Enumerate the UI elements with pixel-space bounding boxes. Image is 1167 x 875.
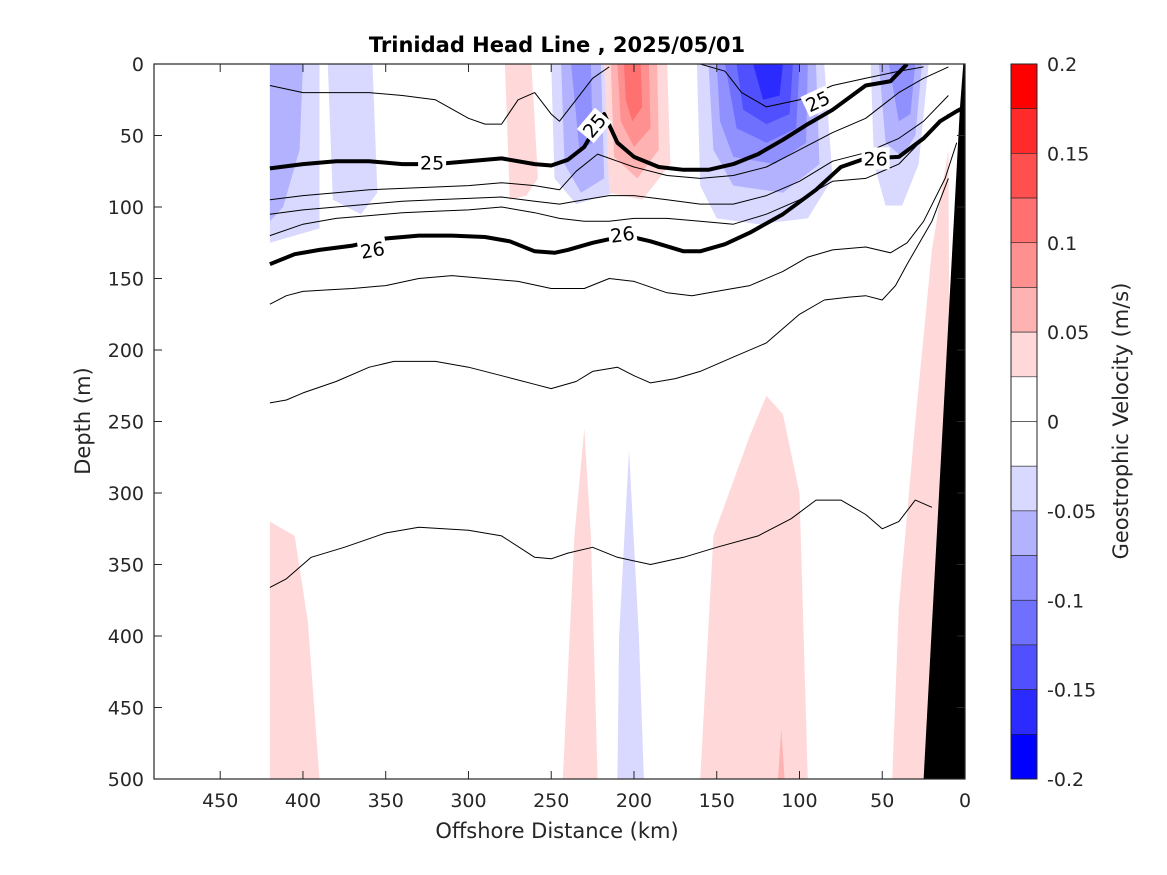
y-tick-label: 300: [108, 483, 144, 505]
colorbar: 0.2 0.15 0.1 0.05 0 -0.05 -0.1 -0.15 -0.2: [1010, 54, 1096, 791]
colorbar-tick-label: 0.1: [1047, 233, 1077, 255]
density-contour-3: [269, 66, 949, 201]
density-contour-5: [269, 113, 949, 237]
bold-density-contour-2: [269, 64, 909, 172]
colorbar-frame: [1010, 63, 1038, 780]
colorbar-swatch-9: [1010, 465, 1038, 512]
colorbar-swatch-14: [1010, 689, 1038, 735]
density-contour-1: [700, 64, 924, 108]
x-tick-label: 100: [781, 790, 817, 812]
velocity-region-10: [624, 64, 643, 122]
colorbar-swatch-8: [1010, 421, 1038, 467]
colorbar-label: Geostrophic Velocity (m/s): [1109, 283, 1133, 560]
contour-label-bg: [800, 85, 836, 118]
x-tick-label: 300: [450, 790, 486, 812]
colorbar-tick-label: -0.15: [1047, 680, 1096, 702]
velocity-region-21: [562, 428, 598, 779]
y-tick-label: 100: [108, 197, 144, 219]
velocity-region-24: [778, 729, 785, 779]
colorbar-swatch-4: [1010, 242, 1038, 288]
x-axis: 450 400 350 300 250 200 150 100 50 0: [202, 64, 971, 812]
y-tick-label: 0: [132, 54, 144, 76]
velocity-region-2: [327, 64, 378, 215]
x-tick-label: 250: [533, 790, 569, 812]
contour-label-text: 26: [609, 223, 636, 248]
contour-label-bg: [418, 151, 447, 174]
colorbar-tick-label: 0: [1047, 412, 1059, 434]
velocity-region-1: [269, 64, 303, 222]
colorbar-swatch-3: [1010, 197, 1038, 244]
x-tick-label: 50: [870, 790, 894, 812]
y-tick-label: 200: [108, 340, 144, 362]
contour-label-bg: [607, 221, 638, 248]
velocity-region-23: [700, 395, 808, 779]
colorbar-swatch-7: [1010, 376, 1038, 422]
colorbar-swatch-5: [1010, 287, 1038, 333]
y-tick-label: 250: [108, 412, 144, 434]
y-tick-label: 350: [108, 555, 144, 577]
velocity-region-16: [753, 64, 783, 100]
y-axis-label: Depth (m): [71, 367, 95, 474]
y-tick-label: 450: [108, 698, 144, 720]
density-contour-8: [269, 178, 949, 404]
colorbar-tick-label: -0.1: [1047, 590, 1084, 612]
y-tick-label: 150: [108, 269, 144, 291]
x-tick-label: 0: [959, 790, 971, 812]
contour-label-text: 26: [864, 148, 888, 170]
y-tick-label: 500: [108, 769, 144, 791]
chart-title: Trinidad Head Line , 2025/05/01: [369, 33, 745, 57]
contour-label-4: 26: [607, 221, 638, 248]
density-contour-0: [269, 66, 610, 125]
contour-label-text: 25: [420, 153, 444, 175]
contour-label-bg: [356, 236, 389, 264]
x-tick-label: 200: [616, 790, 652, 812]
velocity-region-22: [617, 450, 644, 779]
velocity-region-20: [269, 521, 320, 779]
density-contour-7: [269, 142, 958, 305]
y-tick-label: 400: [108, 626, 144, 648]
bathymetry-layer: [923, 64, 965, 779]
contour-label-5: 26: [861, 147, 890, 170]
bathymetry: [923, 64, 965, 779]
y-axis: 0 50 100 150 200 250 300 350 400 450 500: [108, 54, 965, 791]
colorbar-swatch-0: [1010, 63, 1038, 109]
colorbar-swatch-1: [1010, 108, 1038, 154]
contour-label-bg: [861, 147, 890, 170]
y-tick-label: 50: [120, 126, 144, 148]
x-tick-label: 450: [202, 790, 238, 812]
x-tick-label: 400: [285, 790, 321, 812]
colorbar-tick-label: 0.05: [1047, 322, 1089, 344]
density-contour-4: [269, 95, 949, 215]
x-tick-label: 350: [368, 790, 404, 812]
colorbar-swatch-6: [1010, 331, 1038, 378]
colorbar-swatch-11: [1010, 555, 1038, 601]
colorbar-swatch-10: [1010, 510, 1038, 556]
colorbar-tick-label: -0.2: [1047, 769, 1084, 791]
colorbar-swatch-12: [1010, 599, 1038, 646]
colorbar-tick-label: 0.15: [1047, 143, 1089, 165]
colorbar-swatch-15: [1010, 734, 1038, 780]
density-contour-9: [269, 499, 933, 588]
colorbar-swatch-13: [1010, 644, 1038, 690]
colorbar-tick-label: 0.2: [1047, 54, 1077, 76]
contour-label-text: 26: [359, 238, 387, 264]
colorbar-swatch-2: [1010, 153, 1038, 199]
velocity-region-3: [504, 64, 538, 200]
colorbar-tick-label: -0.05: [1047, 501, 1096, 523]
contour-label-0: 25: [418, 151, 447, 175]
x-tick-label: 150: [699, 790, 735, 812]
contour-label-bg: [576, 107, 612, 144]
x-axis-label: Offshore Distance (km): [435, 819, 678, 843]
contour-label-3: 26: [356, 236, 389, 264]
